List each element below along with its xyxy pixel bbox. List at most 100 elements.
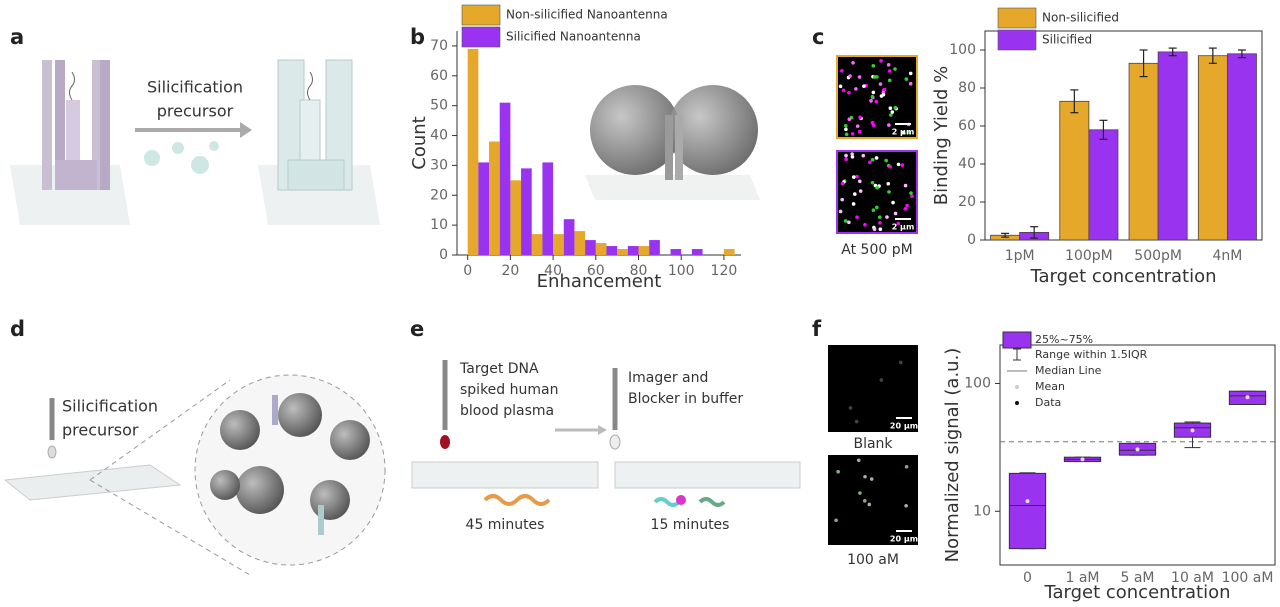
spot — [851, 61, 855, 65]
spot — [843, 219, 848, 223]
spot — [878, 82, 883, 86]
y-axis-label: Normalized signal (a.u.) — [942, 348, 963, 563]
bar — [1226, 53, 1257, 241]
mean-point — [1025, 499, 1030, 504]
spot — [853, 192, 857, 196]
x-tick-label: 10 aM — [1171, 570, 1214, 586]
spot — [908, 71, 913, 76]
precursor-label: Silicification — [62, 397, 158, 416]
x-tick-label: 20 — [501, 263, 519, 279]
spot — [898, 360, 903, 365]
precursor-label: Silicification — [147, 78, 243, 97]
x-tick-label: 0 — [463, 263, 472, 279]
legend-swatch — [1002, 331, 1032, 349]
spot — [840, 197, 844, 202]
scale-label: 20 µm — [890, 535, 918, 544]
panel-d-illustration — [3, 374, 386, 576]
histogram-bar — [585, 240, 596, 255]
spot — [886, 63, 891, 67]
spot — [840, 68, 844, 73]
x-tick-label: 120 — [711, 263, 738, 279]
spot — [905, 203, 909, 208]
legend-label: Non-silicified Nanoantenna — [506, 8, 668, 22]
histogram-bar — [542, 162, 554, 255]
histogram-bar — [510, 180, 522, 255]
y-tick-label: 50 — [430, 98, 448, 114]
precursor-label: precursor — [157, 102, 234, 121]
image-caption: At 500 pM — [841, 242, 912, 258]
histogram-bar — [478, 162, 490, 255]
spot — [893, 67, 897, 71]
image-caption: 100 aM — [847, 552, 899, 568]
spot — [850, 155, 855, 159]
spot — [881, 92, 886, 97]
y-axis-label: Count — [409, 116, 430, 169]
histogram-bar — [606, 246, 618, 255]
legend-swatch — [997, 29, 1037, 51]
step-time: 45 minutes — [466, 517, 545, 533]
spot — [871, 64, 876, 68]
spot — [887, 78, 892, 83]
spot — [870, 157, 875, 162]
image-caption: Blank — [853, 436, 893, 452]
legend-label: Silicified Nanoantenna — [506, 30, 641, 44]
spot — [886, 181, 891, 186]
spot — [904, 503, 908, 508]
spot — [890, 110, 895, 114]
x-axis-label: Enhancement — [537, 271, 662, 292]
bar — [1059, 100, 1090, 241]
mean-point — [1080, 457, 1085, 462]
step-label: Target DNA — [459, 361, 539, 377]
step-label: spiked human — [460, 382, 558, 398]
spot — [908, 81, 913, 86]
legend-swatch — [997, 7, 1037, 29]
spot — [844, 127, 848, 132]
spot — [873, 75, 877, 79]
spot — [877, 215, 882, 219]
spot — [893, 211, 898, 216]
x-tick-label: 1 aM — [1065, 570, 1099, 586]
spot — [863, 222, 867, 227]
step-label: blood plasma — [460, 403, 554, 419]
spot — [855, 174, 859, 179]
histogram-bar — [691, 249, 703, 255]
precursor-label: precursor — [62, 421, 139, 440]
spot — [851, 202, 856, 206]
histogram-bar — [467, 48, 479, 255]
spot — [879, 378, 884, 382]
spot — [838, 209, 843, 214]
step-time: 15 minutes — [651, 517, 730, 533]
x-tick-label: 60 — [587, 263, 605, 279]
y-tick-label: 100 — [949, 42, 976, 58]
spot — [878, 221, 882, 225]
mean-point — [1190, 428, 1195, 433]
y-tick-label: 20 — [430, 187, 448, 203]
histogram-bar — [649, 240, 660, 255]
spot — [882, 87, 887, 92]
legend-label: Median Line — [1035, 364, 1102, 377]
legend-label: Range within 1.5IQR — [1035, 348, 1148, 361]
y-tick-label: 80 — [958, 80, 976, 96]
spot — [903, 207, 908, 211]
spot — [844, 132, 849, 137]
spot — [854, 87, 858, 91]
spot — [896, 221, 901, 226]
spot — [888, 113, 893, 117]
spot — [867, 502, 872, 507]
spot — [871, 208, 876, 212]
legend-swatch — [1015, 385, 1019, 389]
spot — [874, 99, 879, 104]
histogram-bar — [595, 243, 607, 255]
spot — [903, 183, 908, 188]
panel-label: f — [812, 317, 822, 341]
spot — [896, 162, 901, 167]
spot — [834, 518, 838, 523]
y-tick-label: 30 — [430, 157, 448, 173]
x-tick-label: 4nM — [1212, 248, 1242, 264]
spot — [910, 194, 914, 198]
spot — [870, 180, 875, 185]
spot — [884, 158, 888, 163]
bar — [1128, 62, 1159, 241]
panel-label: d — [10, 317, 25, 341]
spot — [847, 117, 852, 122]
